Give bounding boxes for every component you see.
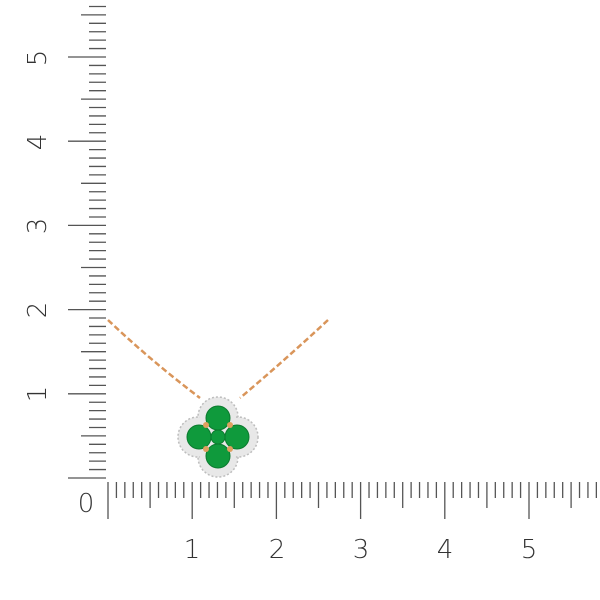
y-label-5: 5 bbox=[23, 50, 53, 67]
y-label-4: 4 bbox=[23, 134, 53, 151]
x-label-4: 4 bbox=[437, 535, 454, 565]
origin-label: 0 bbox=[78, 489, 95, 519]
x-axis-labels: 1 2 3 4 5 bbox=[184, 535, 538, 565]
x-label-5: 5 bbox=[521, 535, 538, 565]
y-label-1: 1 bbox=[23, 386, 53, 403]
horizontal-ruler bbox=[107, 482, 598, 519]
y-label-3: 3 bbox=[23, 218, 53, 235]
necklace-chain bbox=[107, 319, 329, 399]
x-label-1: 1 bbox=[184, 535, 201, 565]
emerald-stones bbox=[186, 405, 250, 469]
vertical-ruler bbox=[68, 5, 106, 479]
y-label-2: 2 bbox=[23, 302, 53, 319]
x-label-3: 3 bbox=[353, 535, 370, 565]
x-label-2: 2 bbox=[269, 535, 286, 565]
y-axis-labels: 1 2 3 4 5 bbox=[23, 50, 53, 403]
clover-pendant bbox=[177, 396, 259, 478]
